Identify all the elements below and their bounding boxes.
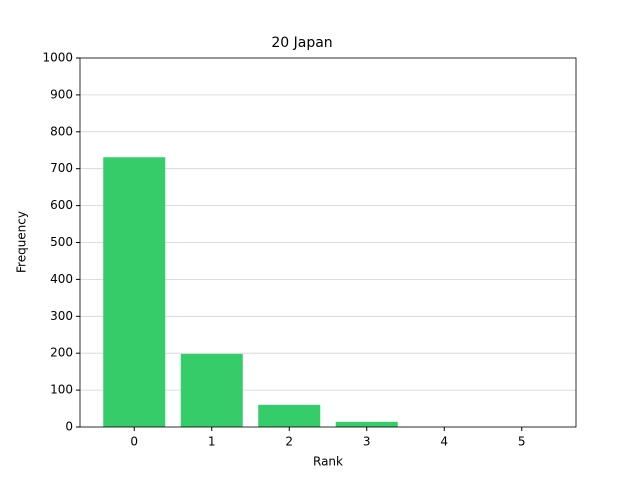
y-tick-label: 700 <box>50 161 73 175</box>
y-tick-label: 800 <box>50 124 73 138</box>
y-tick-label: 300 <box>50 309 73 323</box>
bar <box>335 421 398 427</box>
x-tick-label: 2 <box>285 435 293 449</box>
bar <box>258 404 321 427</box>
y-tick-label: 500 <box>50 235 73 249</box>
y-tick-label: 200 <box>50 346 73 360</box>
x-tick-label: 5 <box>518 435 526 449</box>
x-axis-label: Rank <box>313 455 343 469</box>
y-tick-label: 0 <box>65 420 73 434</box>
y-tick-label: 100 <box>50 383 73 397</box>
y-axis-label: Frequency <box>15 211 29 273</box>
y-tick-label: 1000 <box>42 51 73 65</box>
x-tick-label: 3 <box>363 435 371 449</box>
plot-frame <box>79 57 577 428</box>
chart-title: 20 Japan <box>271 35 332 51</box>
y-tick-label: 900 <box>50 87 73 101</box>
y-tick-label: 400 <box>50 272 73 286</box>
x-tick-label: 4 <box>440 435 448 449</box>
y-tick-label: 600 <box>50 198 73 212</box>
bar <box>180 353 243 427</box>
bar <box>103 157 166 428</box>
x-tick-label: 0 <box>130 435 138 449</box>
x-tick-label: 1 <box>208 435 216 449</box>
